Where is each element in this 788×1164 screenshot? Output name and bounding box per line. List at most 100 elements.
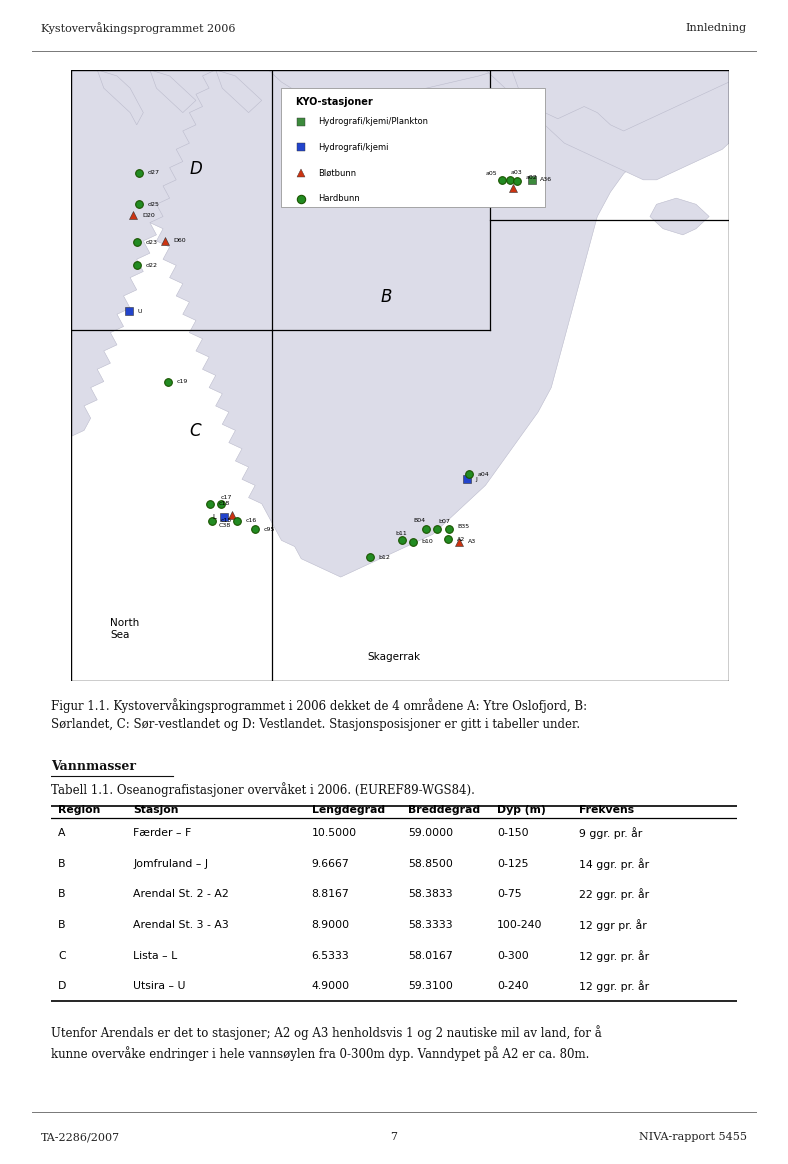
Text: Hardbunn: Hardbunn	[318, 194, 359, 204]
Text: 8.9000: 8.9000	[312, 920, 350, 930]
Text: B04: B04	[413, 518, 426, 524]
Text: 14 ggr. pr. år: 14 ggr. pr. år	[579, 858, 649, 870]
Polygon shape	[71, 70, 729, 577]
Text: 58.0167: 58.0167	[407, 951, 452, 960]
Text: a02: a02	[526, 175, 537, 180]
Text: 0-125: 0-125	[497, 859, 528, 868]
Text: 0-75: 0-75	[497, 889, 522, 900]
Text: Breddegrad: Breddegrad	[407, 805, 480, 815]
Text: 12 ggr pr. år: 12 ggr pr. år	[579, 920, 647, 931]
Text: c18: c18	[218, 502, 229, 506]
Text: 0-300: 0-300	[497, 951, 529, 960]
Text: Vannmasser: Vannmasser	[51, 760, 136, 773]
Text: Utenfor Arendals er det to stasjoner; A2 og A3 henholdsvis 1 og 2 nautiske mil a: Utenfor Arendals er det to stasjoner; A2…	[51, 1025, 602, 1062]
Polygon shape	[97, 70, 143, 125]
Text: C: C	[58, 951, 65, 960]
Polygon shape	[485, 70, 729, 180]
Text: C38: C38	[219, 524, 231, 528]
Text: Lista – L: Lista – L	[133, 951, 178, 960]
Text: 59.3100: 59.3100	[407, 981, 452, 991]
Text: 7: 7	[391, 1133, 397, 1142]
Text: 9.6667: 9.6667	[312, 859, 350, 868]
Text: Lengdegrad: Lengdegrad	[312, 805, 385, 815]
Text: J: J	[476, 477, 478, 482]
Text: KYO-stasjoner: KYO-stasjoner	[295, 98, 373, 107]
Text: Kystovervåkingsprogrammet 2006: Kystovervåkingsprogrammet 2006	[41, 22, 236, 34]
Polygon shape	[216, 70, 262, 113]
Text: 58.8500: 58.8500	[407, 859, 452, 868]
Text: 6.5333: 6.5333	[312, 951, 350, 960]
Text: D: D	[58, 981, 66, 991]
Text: d23: d23	[145, 240, 158, 244]
Text: a04: a04	[478, 471, 489, 477]
Text: Hydrografi/kjemi: Hydrografi/kjemi	[318, 143, 388, 152]
Text: B: B	[58, 889, 65, 900]
Text: A: A	[58, 829, 65, 838]
Text: NIVA-rapport 5455: NIVA-rapport 5455	[639, 1133, 747, 1142]
Text: Stasjon: Stasjon	[133, 805, 179, 815]
Text: Frekvens: Frekvens	[579, 805, 634, 815]
Text: c19: c19	[177, 379, 188, 384]
Text: d22: d22	[145, 263, 158, 268]
Text: d25: d25	[147, 201, 159, 207]
Text: 12 ggr. pr. år: 12 ggr. pr. år	[579, 950, 649, 961]
Polygon shape	[71, 70, 216, 436]
Text: 58.3833: 58.3833	[407, 889, 452, 900]
Text: Tabell 1.1. Oseanografistasjoner overvåket i 2006. (EUREF89-WGS84).: Tabell 1.1. Oseanografistasjoner overvåk…	[51, 782, 475, 797]
Text: b12: b12	[379, 555, 391, 560]
Text: 4.9000: 4.9000	[312, 981, 350, 991]
Text: B: B	[380, 288, 392, 306]
Text: 9 ggr. pr. år: 9 ggr. pr. år	[579, 828, 642, 839]
Text: b11: b11	[396, 531, 407, 535]
Text: c15: c15	[221, 518, 232, 524]
Text: Færder – F: Færder – F	[133, 829, 191, 838]
Text: c16: c16	[245, 518, 257, 524]
Text: Arendal St. 2 - A2: Arendal St. 2 - A2	[133, 889, 229, 900]
Text: North
Sea: North Sea	[110, 618, 139, 640]
Text: 10.5000: 10.5000	[312, 829, 357, 838]
Text: 58.3333: 58.3333	[407, 920, 452, 930]
Text: A2: A2	[456, 537, 465, 541]
Text: Bløtbunn: Bløtbunn	[318, 169, 356, 178]
Text: Skagerrak: Skagerrak	[367, 652, 420, 661]
Text: A3: A3	[468, 539, 476, 544]
Text: c17: c17	[221, 495, 232, 501]
Text: A: A	[496, 126, 505, 140]
Text: Utsira – U: Utsira – U	[133, 981, 186, 991]
Text: b10: b10	[422, 539, 433, 544]
Text: Dyp (m): Dyp (m)	[497, 805, 545, 815]
Text: Region: Region	[58, 805, 100, 815]
Text: Innledning: Innledning	[686, 23, 747, 33]
Text: TA-2286/2007: TA-2286/2007	[41, 1133, 120, 1142]
Text: A36: A36	[540, 177, 552, 183]
Text: a03: a03	[511, 170, 523, 175]
Text: 22 ggr. pr. år: 22 ggr. pr. år	[579, 888, 649, 901]
Text: D: D	[189, 159, 202, 178]
Text: 0-150: 0-150	[497, 829, 529, 838]
Text: 0-240: 0-240	[497, 981, 529, 991]
Polygon shape	[150, 70, 196, 113]
Text: U: U	[137, 308, 142, 314]
Text: a05: a05	[485, 171, 497, 176]
Polygon shape	[650, 198, 709, 235]
Text: Jomfruland – J: Jomfruland – J	[133, 859, 209, 868]
Text: d27: d27	[147, 170, 159, 175]
Text: 59.0000: 59.0000	[407, 829, 453, 838]
Text: 12 ggr. pr. år: 12 ggr. pr. år	[579, 980, 649, 992]
Text: c95: c95	[264, 527, 275, 532]
Text: B35: B35	[457, 525, 470, 530]
Text: Hydrografi/kjemi/Plankton: Hydrografi/kjemi/Plankton	[318, 118, 428, 126]
Text: 8.8167: 8.8167	[312, 889, 350, 900]
Polygon shape	[511, 70, 729, 132]
Text: C: C	[189, 423, 201, 440]
Text: b07: b07	[438, 519, 450, 524]
Polygon shape	[268, 70, 499, 107]
Bar	[281, 88, 545, 207]
Text: L: L	[213, 514, 216, 520]
Text: 100-240: 100-240	[497, 920, 542, 930]
Text: B: B	[58, 859, 65, 868]
Text: D20: D20	[142, 213, 154, 218]
Text: Figur 1.1. Kystovervåkingsprogrammet i 2006 dekket de 4 områdene A: Ytre Oslofjo: Figur 1.1. Kystovervåkingsprogrammet i 2…	[51, 698, 587, 731]
Text: B: B	[58, 920, 65, 930]
Text: D60: D60	[173, 239, 186, 243]
